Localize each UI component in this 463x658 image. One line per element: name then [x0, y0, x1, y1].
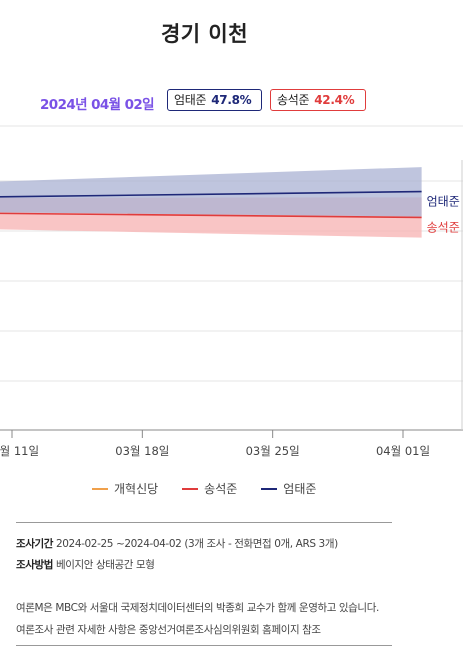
badge-value: 47.8% [211, 93, 252, 107]
legend-swatch [261, 487, 278, 490]
legend-item-song[interactable]: 송석준 [182, 480, 237, 497]
x-tick-label: 03월 11일 [0, 444, 39, 458]
series-end-label: 송석준 [427, 220, 460, 234]
legend-swatch [182, 487, 199, 490]
divider [16, 522, 392, 523]
divider [16, 645, 392, 646]
legend-item-eom[interactable]: 엄태준 [261, 480, 316, 497]
survey-method-value: 베이지안 상태공간 모형 [56, 559, 155, 571]
survey-period: 조사기간 2024-02-25 ~2024-04-02 (3개 조사 - 전화면… [16, 536, 338, 551]
legend-item-reform[interactable]: 개혁신당 [92, 480, 158, 497]
survey-method-label: 조사방법 [16, 559, 54, 571]
legend-label: 엄태준 [283, 482, 317, 496]
badge-name: 송석준 [277, 93, 310, 107]
note-line-2: 여론조사 관련 자세한 사항은 중앙선거여론조사심의위원회 홈페이지 참조 [16, 624, 321, 636]
survey-period-value: 2024-02-25 ~2024-04-02 (3개 조사 - 전화면접 0개,… [56, 538, 338, 550]
badge-name: 엄태준 [174, 93, 207, 107]
legend-label: 개혁신당 [114, 482, 159, 496]
note-line-1: 여론M은 MBC와 서울대 국제정치데이터센터의 박종희 교수가 함께 운영하고… [16, 602, 379, 614]
badge-value: 42.4% [314, 93, 355, 107]
legend-label: 송석준 [204, 482, 238, 496]
x-tick-label: 03월 18일 [115, 444, 169, 458]
x-tick-label: 03월 25일 [246, 444, 300, 458]
series-end-label: 엄태준 [427, 195, 460, 209]
series-line-0 [0, 190, 422, 198]
series-line-1 [0, 212, 422, 219]
legend-swatch [92, 487, 108, 490]
candidate-badge-eom: 엄태준 47.8% [167, 89, 262, 111]
chart-legend: 개혁신당 송석준 엄태준 [92, 480, 340, 497]
date-label: 2024년 04월 02일 [40, 97, 155, 113]
candidate-badge-song: 송석준 42.4% [270, 89, 366, 111]
confidence-band-0 [0, 167, 422, 217]
survey-method: 조사방법 베이지안 상태공간 모형 [16, 557, 155, 572]
survey-period-label: 조사기간 [16, 538, 54, 550]
x-tick-label: 04월 01일 [376, 444, 430, 458]
page-title: 경기 이천 [160, 22, 249, 46]
